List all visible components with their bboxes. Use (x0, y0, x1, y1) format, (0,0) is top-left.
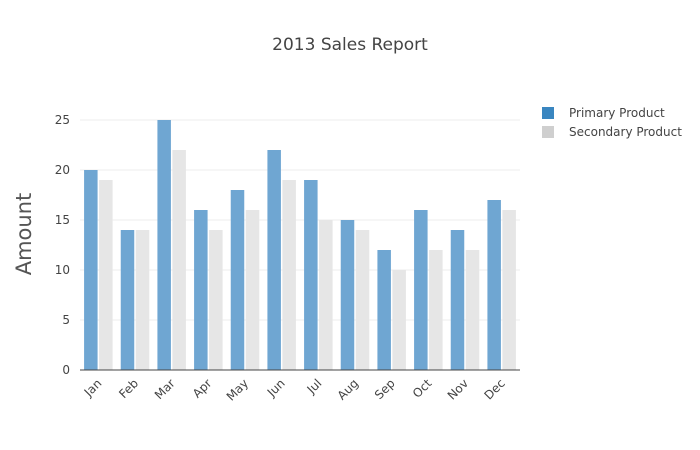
bar-secondary-product[interactable] (172, 150, 186, 370)
bar-primary-product[interactable] (450, 230, 465, 370)
x-tick-label: Sep (372, 376, 398, 402)
bar-secondary-product[interactable] (319, 220, 333, 370)
x-tick-label: May (224, 376, 251, 403)
legend-label[interactable]: Secondary Product (569, 125, 682, 139)
y-tick-label: 10 (55, 263, 70, 277)
y-tick-label: 20 (55, 163, 70, 177)
y-tick-label: 15 (55, 213, 70, 227)
y-tick-label: 25 (55, 113, 70, 127)
x-tick-label: Mar (152, 376, 178, 402)
bar-primary-product[interactable] (84, 170, 98, 370)
x-tick-label: Jan (81, 376, 105, 400)
x-tick-label: Apr (190, 376, 215, 401)
legend-swatch[interactable] (542, 107, 554, 119)
bar-secondary-product[interactable] (355, 230, 370, 370)
x-tick-label: Jun (264, 376, 288, 400)
y-tick-label: 0 (62, 363, 70, 377)
bar-primary-product[interactable] (304, 180, 318, 370)
bars (84, 120, 516, 370)
bar-primary-product[interactable] (414, 210, 428, 370)
bar-secondary-product[interactable] (429, 250, 443, 370)
bar-primary-product[interactable] (377, 250, 391, 370)
bar-primary-product[interactable] (487, 200, 501, 370)
bar-secondary-product[interactable] (502, 210, 516, 370)
bar-secondary-product[interactable] (209, 230, 223, 370)
bar-primary-product[interactable] (267, 150, 281, 370)
bar-secondary-product[interactable] (465, 250, 480, 370)
bar-primary-product[interactable] (340, 220, 355, 370)
x-tick-label: Nov (445, 376, 471, 402)
legend-label[interactable]: Primary Product (569, 106, 665, 120)
x-tick-label: Feb (116, 376, 141, 401)
x-tick-label: Dec (481, 376, 507, 402)
bar-primary-product[interactable] (120, 230, 135, 370)
grid-lines (80, 119, 520, 321)
y-tick-label: 5 (62, 313, 70, 327)
bar-primary-product[interactable] (157, 120, 171, 370)
bar-secondary-product[interactable] (392, 270, 406, 370)
bar-primary-product[interactable] (230, 190, 245, 370)
legend: Primary Product Secondary Product (542, 106, 682, 139)
x-tick-label: Jul (304, 376, 325, 397)
x-tick-label: Aug (335, 376, 361, 402)
bar-secondary-product[interactable] (135, 230, 150, 370)
bar-secondary-product[interactable] (282, 180, 296, 370)
bar-primary-product[interactable] (194, 210, 208, 370)
bar-secondary-product[interactable] (99, 180, 113, 370)
bar-secondary-product[interactable] (245, 210, 260, 370)
legend-swatch[interactable] (542, 126, 554, 138)
y-axis-label: Amount (12, 193, 36, 276)
chart-title: 2013 Sales Report (272, 35, 428, 55)
x-tick-label: Oct (410, 376, 435, 401)
